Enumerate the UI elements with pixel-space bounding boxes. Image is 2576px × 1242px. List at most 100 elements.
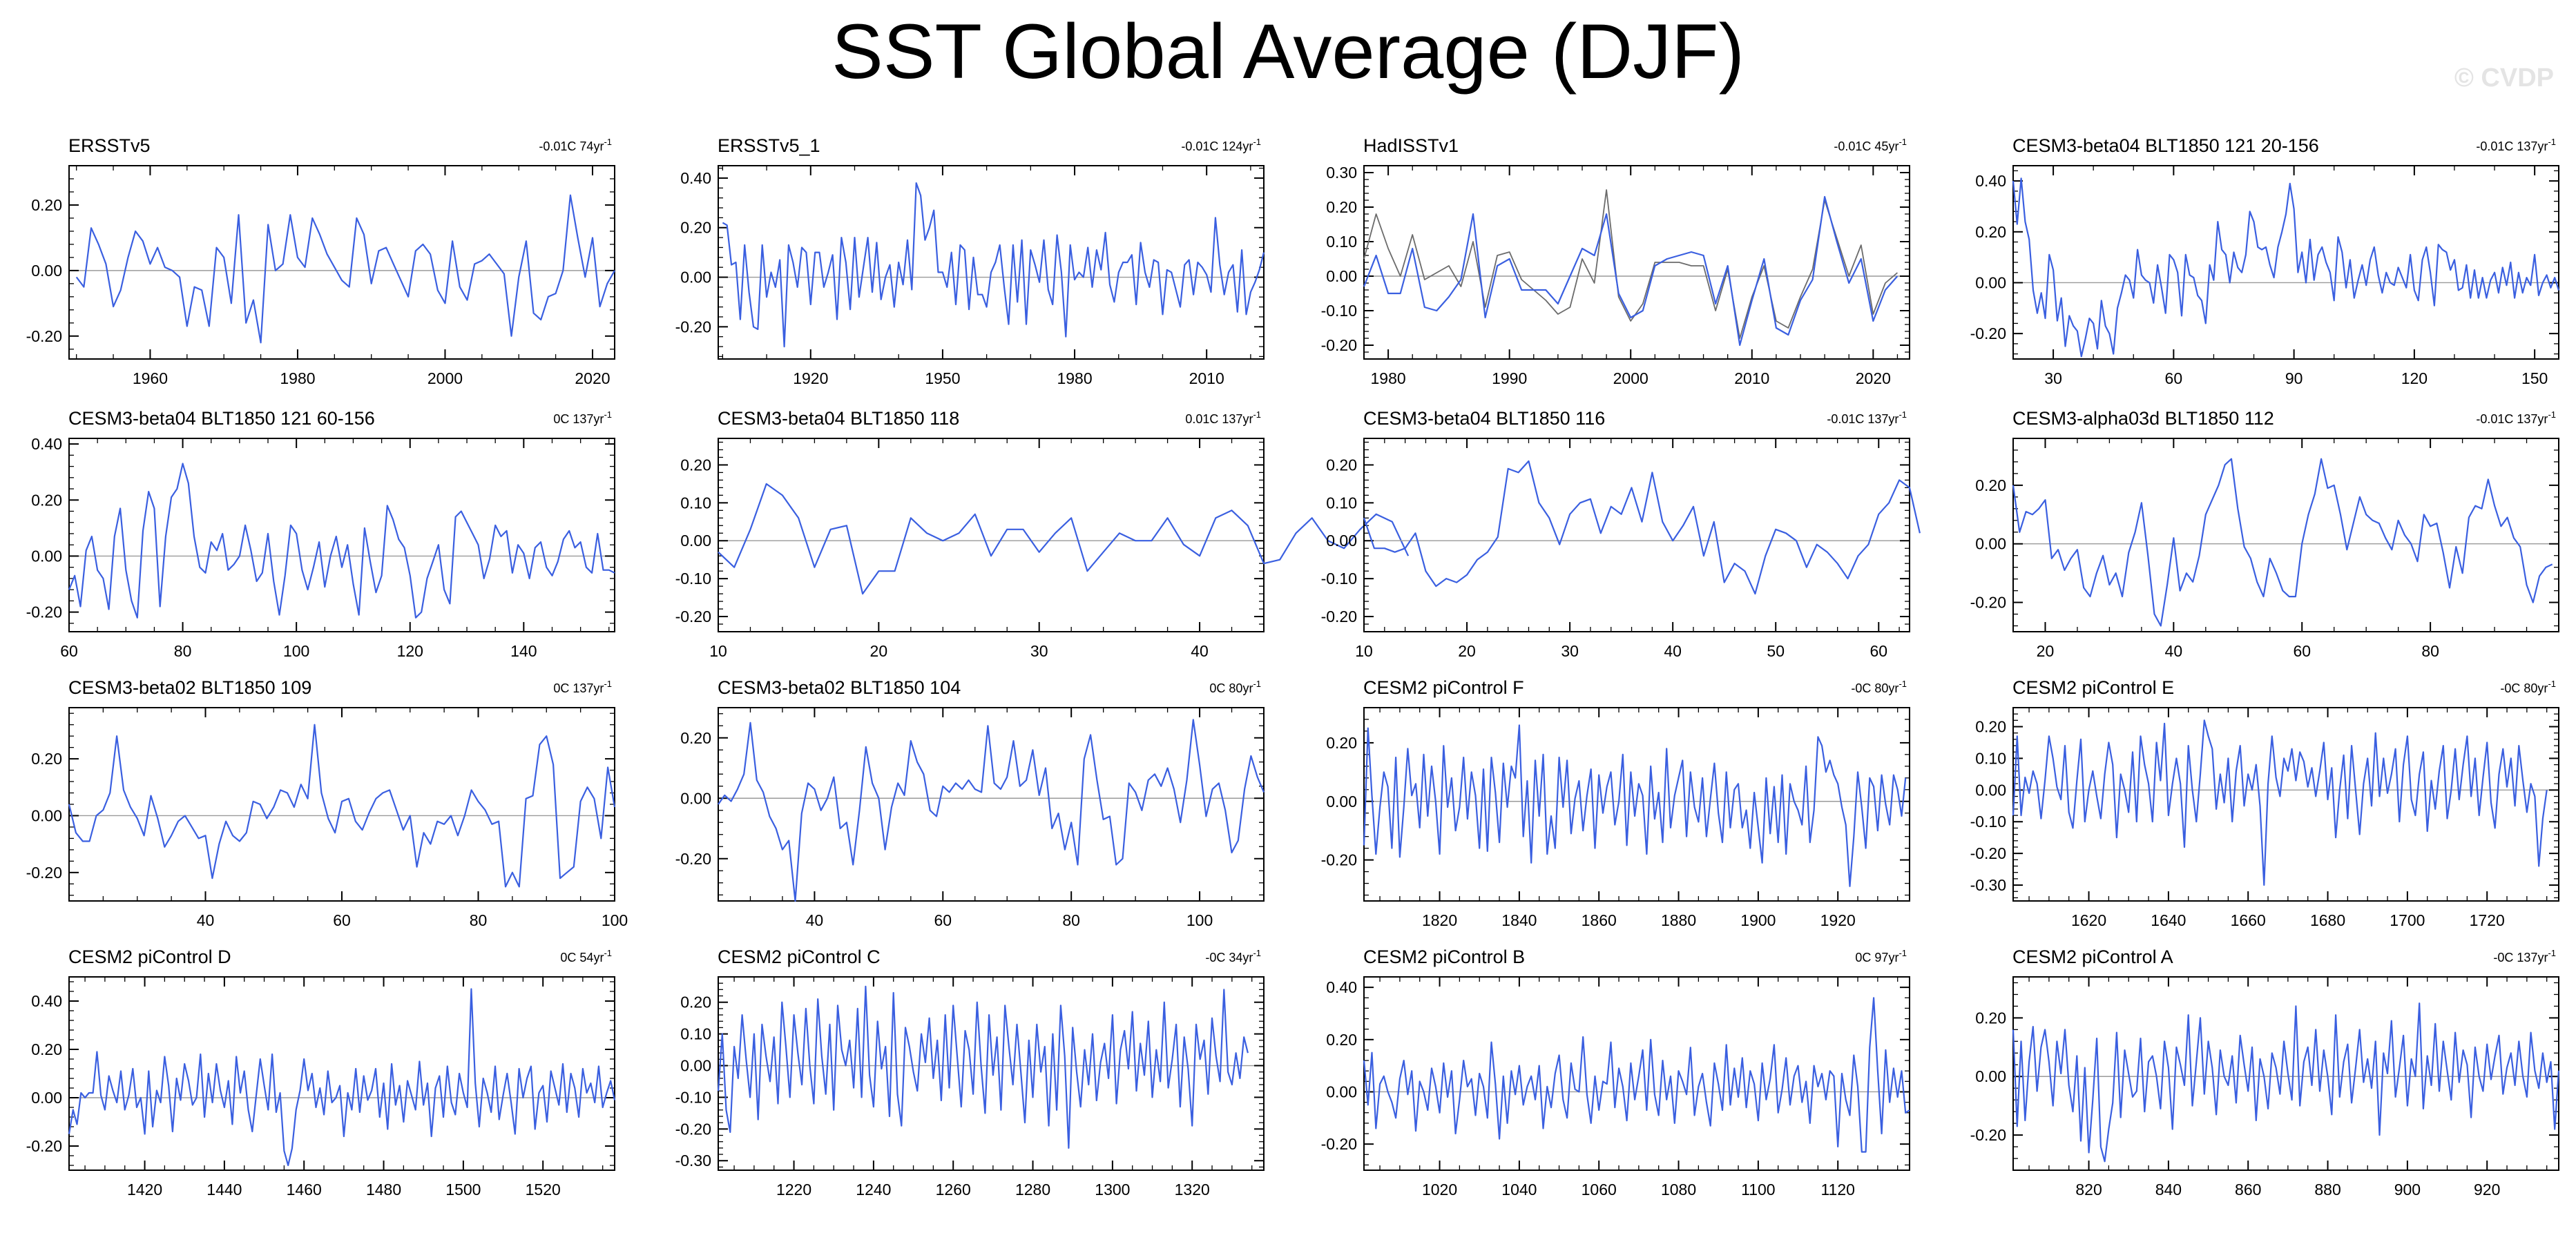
x-tick-label: 50 xyxy=(1767,642,1785,660)
x-tick-label: 140 xyxy=(510,642,537,660)
y-tick-label: -0.20 xyxy=(1321,851,1357,869)
x-tick-label: 40 xyxy=(2165,642,2183,660)
y-tick-label: 0.40 xyxy=(1326,978,1357,996)
x-tick-label: 1120 xyxy=(1820,1181,1854,1199)
y-tick-label: 0.20 xyxy=(1975,476,2006,494)
y-tick-label: -0.20 xyxy=(26,864,62,882)
x-tick-label: 40 xyxy=(197,911,215,929)
plot-frame xyxy=(68,165,615,360)
y-tick-label: 0.00 xyxy=(31,262,62,280)
y-tick-label: 0.20 xyxy=(1975,718,2006,736)
x-tick-label: 1020 xyxy=(1422,1181,1457,1199)
trend-superscript: -1 xyxy=(1253,137,1261,147)
chart-title: CESM3-beta02 BLT1850 104 xyxy=(718,677,961,698)
x-tick-label: 1500 xyxy=(445,1181,481,1199)
x-tick-label: 80 xyxy=(174,642,192,660)
x-tick-label: 60 xyxy=(2165,369,2183,387)
y-tick-label: 0.40 xyxy=(1975,172,2006,190)
x-tick-label: 10 xyxy=(709,642,727,660)
y-tick-label: 0.20 xyxy=(31,196,62,214)
x-tick-label: 860 xyxy=(2235,1181,2261,1199)
plot-frame xyxy=(2012,707,2559,902)
x-tick-label: 2010 xyxy=(1734,369,1769,387)
series-line xyxy=(68,463,615,619)
trend-superscript: -1 xyxy=(604,679,612,689)
y-tick-label: 0.20 xyxy=(680,993,711,1011)
chart-title: HadISSTv1 xyxy=(1363,135,1459,156)
plot-frame xyxy=(2012,438,2559,632)
chart-title: CESM2 piControl C xyxy=(718,947,881,967)
chart-panel: CESM2 piControl C -0C 34yr-1 -0.30 -0.20 -0.… xyxy=(675,947,1265,1199)
chart-panel: ERSSTv5 -0.01C 74yr-1 -0.20 0.00 0.20 1960 198… xyxy=(26,135,615,387)
x-tick-label: 1260 xyxy=(936,1181,971,1199)
trend-label: -0.01C 124yr-1 xyxy=(1181,137,1261,153)
y-tick-label: 0.00 xyxy=(31,1089,62,1107)
x-tick-label: 10 xyxy=(1355,642,1373,660)
trend-label: -0.01C 74yr-1 xyxy=(539,137,612,153)
y-tick-label: 0.10 xyxy=(680,1025,711,1043)
chart-panel: HadISSTv1 -0.01C 45yr-1 -0.20 -0.10 0.00 0.10… xyxy=(1321,135,1910,387)
x-tick-label: 30 xyxy=(2044,369,2062,387)
trend-label: -0.01C 45yr-1 xyxy=(1834,137,1907,153)
y-tick-label: 0.10 xyxy=(680,494,711,512)
x-tick-label: 1620 xyxy=(2071,911,2106,929)
y-tick-label: 0.20 xyxy=(680,729,711,747)
y-tick-label: -0.10 xyxy=(675,570,711,588)
x-tick-label: 1040 xyxy=(1501,1181,1537,1199)
trend-superscript: -1 xyxy=(1899,679,1907,689)
x-tick-label: 1960 xyxy=(133,369,168,387)
x-tick-label: 1080 xyxy=(1661,1181,1696,1199)
y-tick-label: 0.20 xyxy=(680,219,711,237)
trend-superscript: -1 xyxy=(2548,409,2556,420)
series-line xyxy=(718,483,1410,595)
x-tick-label: 2010 xyxy=(1189,369,1224,387)
chart-panel: CESM2 piControl F -0C 80yr-1 -0.20 0.00 0.20… xyxy=(1321,677,1910,929)
y-tick-label: 0.00 xyxy=(31,806,62,824)
chart-title: ERSSTv5 xyxy=(68,135,151,156)
cvdp-watermark: © CVDP xyxy=(2454,64,2554,93)
chart-panel: ERSSTv5_1 -0.01C 124yr-1 -0.20 0.00 0.20 0.40… xyxy=(675,135,1265,387)
trend-label: 0C 97yr-1 xyxy=(1855,948,1907,964)
chart-title: CESM3-alpha03d BLT1850 112 xyxy=(2012,408,2274,429)
x-tick-label: 100 xyxy=(1186,911,1213,929)
y-tick-label: 0.40 xyxy=(680,169,711,187)
chart-title: CESM3-beta02 BLT1850 109 xyxy=(68,677,311,698)
y-tick-label: 0.00 xyxy=(680,789,711,807)
x-tick-label: 30 xyxy=(1030,642,1048,660)
y-tick-label: 0.00 xyxy=(1975,535,2006,553)
x-tick-label: 100 xyxy=(283,642,309,660)
y-tick-label: 0.20 xyxy=(31,1040,62,1058)
x-tick-label: 1460 xyxy=(287,1181,322,1199)
y-tick-label: 0.00 xyxy=(1975,1067,2006,1085)
plot-frame xyxy=(1363,976,1910,1171)
trend-superscript: -1 xyxy=(2548,137,2556,147)
chart-title: CESM2 piControl B xyxy=(1363,947,1525,967)
y-tick-label: -0.20 xyxy=(26,327,62,345)
series-line xyxy=(2012,1002,2560,1163)
y-tick-label: 0.10 xyxy=(1975,749,2006,767)
x-tick-label: 1900 xyxy=(1740,911,1776,929)
trend-label: 0.01C 137yr-1 xyxy=(1185,409,1261,426)
x-tick-label: 1320 xyxy=(1175,1181,1210,1199)
x-tick-label: 1950 xyxy=(925,369,960,387)
chart-title: CESM2 piControl A xyxy=(2012,947,2173,967)
chart-panel: CESM2 piControl D 0C 54yr-1 -0.20 0.00 0.20 0… xyxy=(26,947,616,1199)
series-line xyxy=(722,182,1265,348)
series-line xyxy=(1363,997,1910,1153)
x-tick-label: 120 xyxy=(2401,369,2428,387)
x-tick-label: 80 xyxy=(470,911,488,929)
x-tick-label: 60 xyxy=(333,911,351,929)
x-tick-label: 30 xyxy=(1561,642,1579,660)
x-tick-label: 60 xyxy=(1869,642,1887,660)
trend-label: 0C 137yr-1 xyxy=(553,409,612,426)
x-tick-label: 1440 xyxy=(206,1181,242,1199)
chart-title: CESM3-beta04 BLT1850 118 xyxy=(718,408,959,429)
secondary-series-line xyxy=(1363,189,1898,339)
trend-label: -0C 80yr-1 xyxy=(1851,679,1907,695)
x-tick-label: 40 xyxy=(806,911,824,929)
x-tick-label: 840 xyxy=(2155,1181,2182,1199)
x-tick-label: 1880 xyxy=(1661,911,1696,929)
series-line xyxy=(2012,177,2560,358)
chart-panel: CESM3-beta04 BLT1850 121 60-156 0C 137yr-… xyxy=(26,408,615,660)
